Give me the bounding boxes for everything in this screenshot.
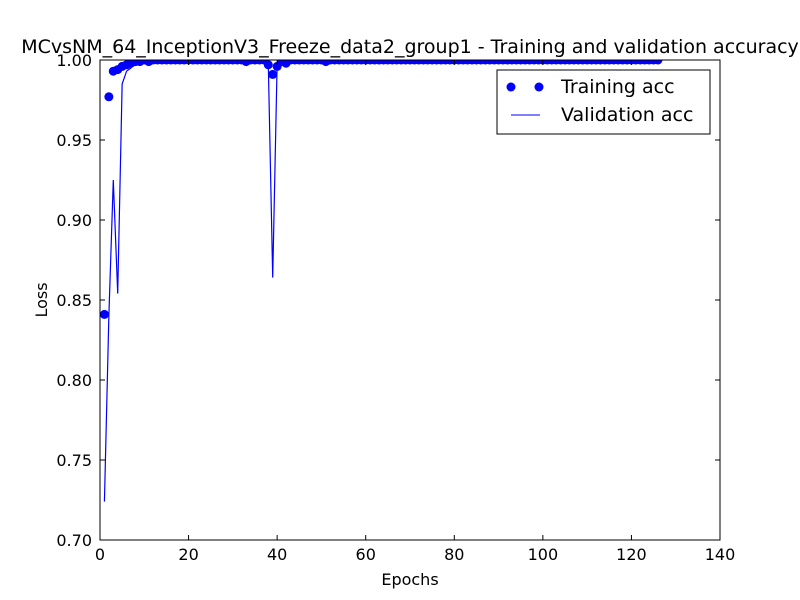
y-tick-label: 0.85 bbox=[56, 291, 92, 310]
legend-training-marker bbox=[506, 82, 516, 92]
x-tick-label: 60 bbox=[356, 545, 376, 564]
x-tick-label: 120 bbox=[616, 545, 647, 564]
training-acc-point bbox=[263, 60, 273, 70]
x-tick-label: 40 bbox=[267, 545, 287, 564]
training-acc-point bbox=[268, 69, 278, 79]
x-axis-label: Epochs bbox=[381, 570, 438, 589]
x-tick-label: 100 bbox=[528, 545, 559, 564]
training-acc-point bbox=[104, 92, 114, 102]
x-tick-label: 0 bbox=[95, 545, 105, 564]
training-acc-point bbox=[100, 309, 109, 319]
legend-validation-label: Validation acc bbox=[561, 104, 693, 126]
x-tick-label: 140 bbox=[705, 545, 736, 564]
y-tick-label: 0.95 bbox=[56, 131, 92, 150]
y-tick-label: 0.90 bbox=[56, 211, 92, 230]
legend-training-label: Training acc bbox=[560, 76, 675, 98]
legend: Training acc Validation acc bbox=[496, 69, 711, 135]
x-tick-label: 20 bbox=[178, 545, 198, 564]
y-tick-label: 1.00 bbox=[56, 51, 92, 70]
training-acc-point bbox=[653, 60, 663, 65]
x-tick-label: 80 bbox=[444, 545, 464, 564]
y-tick-label: 0.75 bbox=[56, 451, 92, 470]
y-tick-label: 0.80 bbox=[56, 371, 92, 390]
legend-training-marker bbox=[534, 82, 544, 92]
legend-box bbox=[496, 69, 711, 135]
chart-title: MCvsNM_64_InceptionV3_Freeze_data2_group… bbox=[21, 36, 799, 58]
plot-area bbox=[100, 60, 663, 502]
y-axis-label: Loss bbox=[32, 282, 51, 317]
axis-ticks: 0 20 40 60 80 100 120 140 0.70 0.75 0.80 0.85 0.90 0.… bbox=[56, 51, 735, 564]
y-tick-label: 0.70 bbox=[56, 531, 92, 550]
